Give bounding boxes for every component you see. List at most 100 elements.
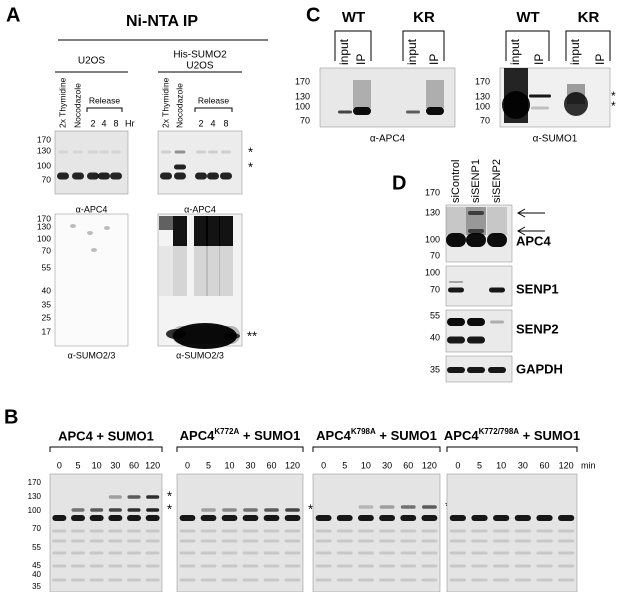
mw-marker: 55: [32, 543, 41, 552]
time-label: 120: [559, 460, 574, 470]
mw-marker: 100: [37, 160, 51, 170]
antibody-label: α-SUMO2/3: [176, 350, 224, 360]
band: [493, 539, 510, 543]
band: [336, 564, 353, 568]
band: [536, 529, 553, 533]
time-label: 10: [224, 460, 234, 470]
band: [145, 529, 160, 533]
band: [468, 229, 484, 233]
band: [52, 551, 67, 555]
mw-marker: 130: [295, 91, 310, 101]
mw-marker: 170: [28, 478, 42, 487]
band: [221, 150, 231, 154]
group-bracket: [505, 30, 550, 61]
band: [127, 564, 141, 568]
blot-title: APC4 + SUMO1: [58, 428, 154, 443]
band: [146, 508, 160, 512]
band: [71, 508, 85, 512]
band: [421, 529, 438, 533]
group-bracket: [565, 30, 611, 61]
band: [448, 287, 464, 293]
band: [174, 172, 186, 180]
mw-marker: 170: [295, 76, 310, 86]
blot: [54, 130, 129, 195]
time-label: 30: [245, 460, 255, 470]
band: [357, 539, 374, 543]
band: [263, 551, 280, 555]
band: [108, 551, 123, 555]
band: [421, 564, 438, 568]
mw-marker: 100: [425, 234, 440, 244]
star: *: [248, 144, 253, 159]
lane-label: input: [337, 38, 351, 65]
band: [108, 578, 123, 582]
band: [71, 578, 85, 582]
band: [108, 539, 123, 543]
mw-marker: 45: [32, 561, 41, 570]
band: [400, 515, 417, 521]
mw-marker: 170: [425, 187, 440, 197]
band: [71, 529, 85, 533]
band: [108, 529, 123, 533]
band: [400, 539, 417, 543]
band: [72, 172, 84, 180]
band: [206, 246, 220, 296]
band: [400, 551, 417, 555]
group-name: U2OS: [78, 56, 106, 67]
blot-bracket: [446, 446, 578, 452]
band: [222, 508, 237, 512]
band: [263, 578, 280, 582]
band: [536, 539, 553, 543]
star: **: [247, 328, 257, 343]
time-label: 2: [90, 118, 95, 128]
band: [70, 224, 76, 228]
band: [446, 207, 466, 235]
band: [127, 508, 141, 512]
band: [502, 91, 530, 119]
band: [52, 578, 67, 582]
band: [52, 564, 67, 568]
band: [89, 515, 104, 521]
band: [493, 551, 510, 555]
time-label: 8: [113, 118, 118, 128]
band: [467, 367, 485, 373]
release-bracket: [194, 107, 233, 112]
band: [447, 336, 465, 344]
band: [449, 551, 466, 555]
band: [558, 578, 575, 582]
band: [471, 529, 488, 533]
band: [284, 529, 301, 533]
band: [71, 551, 85, 555]
time-label: 5: [477, 460, 482, 470]
band: [558, 539, 575, 543]
band: [221, 551, 238, 555]
lane-label: siSENP1: [470, 159, 482, 203]
band: [208, 150, 218, 154]
band: [219, 246, 233, 296]
lane-label: input: [568, 38, 582, 65]
band: [284, 578, 301, 582]
band: [493, 578, 510, 582]
antibody-label: α-SUMO1: [533, 134, 578, 145]
band: [242, 529, 259, 533]
band: [379, 551, 396, 555]
band: [529, 94, 551, 98]
mw-marker: 170: [475, 76, 490, 86]
band: [514, 551, 531, 555]
title-part: K772A: [214, 427, 239, 436]
unit-label: min: [581, 460, 596, 470]
lane-label: siSENP2: [491, 159, 503, 203]
band: [421, 515, 438, 521]
time-label: 60: [266, 460, 276, 470]
band: [159, 246, 173, 296]
panel-label: C: [306, 4, 320, 26]
band: [174, 164, 186, 170]
band: [145, 515, 160, 521]
mw-marker: 35: [32, 582, 41, 591]
time-label: 5: [342, 460, 347, 470]
band: [73, 150, 83, 154]
mw-marker: 100: [475, 101, 490, 111]
band: [487, 233, 507, 247]
band: [400, 564, 417, 568]
